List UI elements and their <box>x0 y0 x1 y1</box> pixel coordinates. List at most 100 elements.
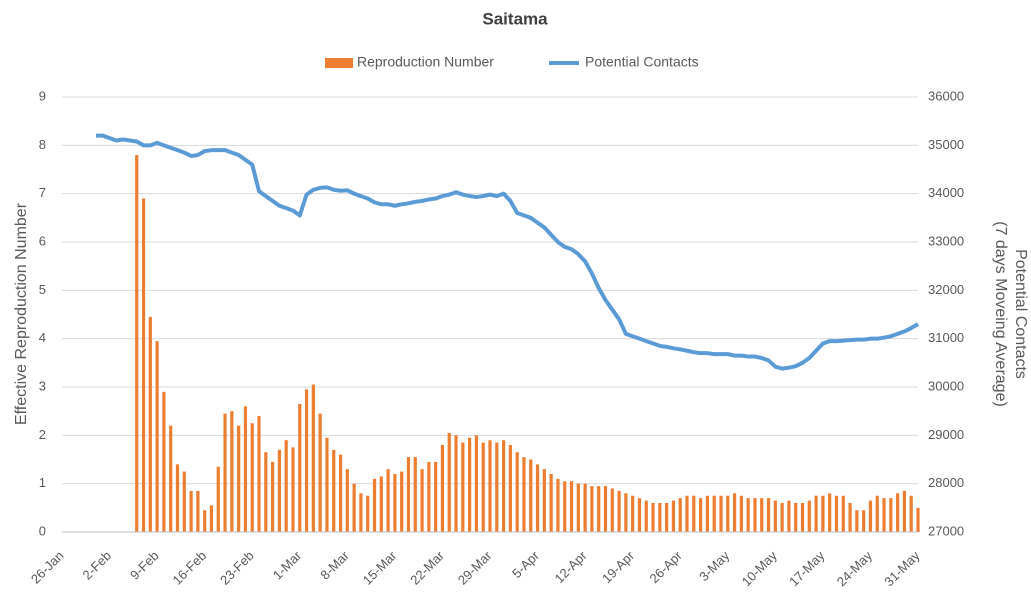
bar <box>264 452 268 532</box>
x-tick-label: 10-May <box>739 548 781 590</box>
bar <box>712 495 716 532</box>
bar <box>597 486 601 532</box>
bar <box>535 464 540 532</box>
bar <box>345 469 349 532</box>
bar <box>468 437 472 532</box>
bar <box>889 498 893 532</box>
bar <box>277 449 281 532</box>
x-tick-label: 23-Feb <box>217 548 257 588</box>
bar <box>495 442 499 532</box>
bar <box>841 495 845 532</box>
x-tick-label: 26-Apr <box>647 547 686 586</box>
bar <box>203 510 207 532</box>
bar <box>719 495 723 532</box>
bar <box>135 155 139 532</box>
y2-tick-label: 29000 <box>928 427 964 442</box>
bar <box>338 454 343 532</box>
x-tick-label: 17-May <box>786 548 828 590</box>
bar <box>189 490 193 532</box>
bar <box>726 495 730 532</box>
bar <box>692 495 696 532</box>
bar <box>637 498 642 532</box>
y-tick-label: 3 <box>39 378 46 393</box>
bar <box>882 498 886 532</box>
bar <box>250 423 254 532</box>
bar <box>175 464 180 532</box>
y2-tick-label: 33000 <box>928 233 964 248</box>
y2-tick-label: 28000 <box>928 475 964 490</box>
x-tick-label: 16-Feb <box>169 548 209 588</box>
bar <box>223 413 227 532</box>
bar <box>284 440 288 532</box>
bar <box>182 471 186 532</box>
bar <box>515 452 519 532</box>
bar <box>542 469 546 532</box>
bar <box>501 440 506 532</box>
x-tick-label: 31-May <box>881 548 923 590</box>
bar <box>780 503 784 532</box>
bar <box>590 486 594 532</box>
bar <box>848 503 852 532</box>
bar <box>141 198 146 532</box>
bar <box>325 437 329 532</box>
bar <box>148 316 152 532</box>
bar <box>196 490 200 532</box>
y2-axis-label: Potential Contacts <box>1012 249 1029 379</box>
bar <box>359 493 363 532</box>
bar <box>372 478 377 532</box>
bar <box>685 495 689 532</box>
bar <box>549 474 553 532</box>
bar <box>474 435 479 532</box>
x-tick-label: 2-Feb <box>79 548 114 583</box>
bar <box>162 391 166 532</box>
bar <box>291 447 295 532</box>
bar <box>617 490 621 532</box>
bar <box>603 486 608 532</box>
bar <box>529 459 533 532</box>
x-tick-label: 26-Jan <box>28 548 67 587</box>
bar <box>807 500 811 532</box>
y-tick-label: 1 <box>39 475 46 490</box>
y2-tick-label: 30000 <box>928 378 964 393</box>
bar <box>631 495 635 532</box>
bar <box>271 461 275 532</box>
chart-title: Saitama <box>482 9 548 28</box>
bar <box>366 495 370 532</box>
bar <box>814 495 818 532</box>
bar <box>556 478 560 532</box>
bar <box>352 483 356 532</box>
bar <box>420 469 424 532</box>
bar <box>868 500 873 532</box>
x-tick-label: 29-Mar <box>455 547 495 587</box>
x-tick-label: 12-Apr <box>551 547 590 586</box>
bar <box>488 440 492 532</box>
x-tick-label: 5-Apr <box>509 547 543 581</box>
bar <box>583 483 587 532</box>
bar <box>624 493 628 532</box>
bar <box>902 490 907 532</box>
bar <box>651 503 655 532</box>
bar <box>834 495 839 532</box>
y2-tick-label: 35000 <box>928 137 964 152</box>
bar <box>243 406 248 532</box>
x-tick-label: 8-Mar <box>317 547 352 582</box>
bar <box>209 505 214 532</box>
bar <box>169 425 173 532</box>
bar <box>447 432 451 532</box>
bar <box>332 449 336 532</box>
bar <box>699 498 703 532</box>
bar <box>800 503 805 532</box>
bar <box>773 500 777 532</box>
bar <box>787 500 791 532</box>
line <box>95 133 919 371</box>
y-axis-label: Effective Reproduction Number <box>13 202 30 425</box>
x-tick-label: 3-May <box>696 548 732 584</box>
bar <box>821 495 825 532</box>
bar <box>386 469 390 532</box>
bar <box>237 425 241 532</box>
bar <box>671 500 676 532</box>
bar <box>739 495 743 532</box>
y-tick-label: 5 <box>39 282 46 297</box>
bar <box>610 488 614 532</box>
